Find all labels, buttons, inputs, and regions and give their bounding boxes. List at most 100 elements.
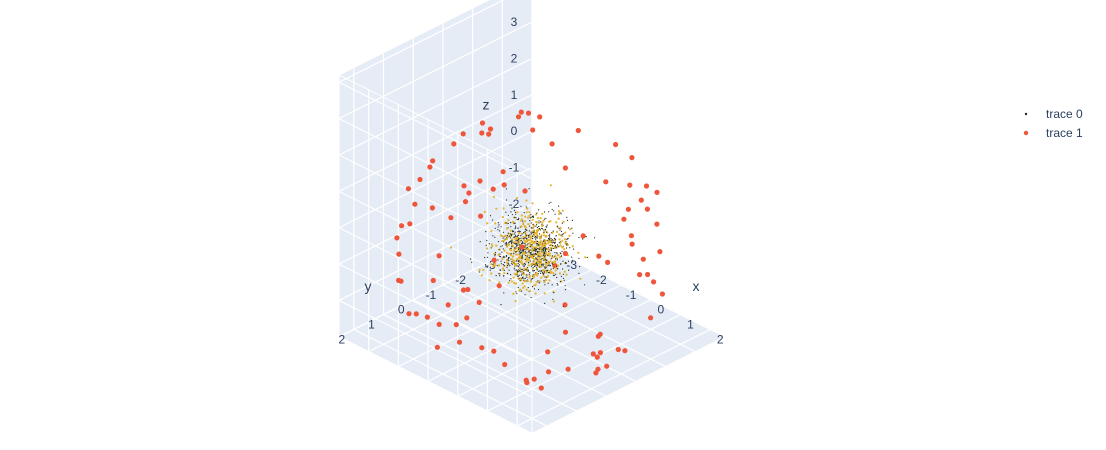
trace-0-point [533, 234, 536, 237]
trace-0-point [524, 228, 527, 230]
trace-0-point [549, 237, 551, 239]
trace-0-point [510, 242, 513, 245]
trace-0-point [556, 230, 559, 233]
trace-0-point [510, 222, 512, 224]
trace-0-point [526, 207, 529, 210]
trace-0-point [553, 238, 556, 240]
trace-0-point [548, 254, 551, 257]
trace-1-point [659, 291, 666, 297]
trace-0-point [533, 269, 536, 272]
legend-item-trace-1[interactable]: trace 1 [1023, 126, 1083, 140]
trace-0-point [519, 244, 521, 246]
trace-0-point [517, 265, 519, 267]
trace-0-point [560, 230, 563, 233]
trace-0-point [538, 233, 541, 235]
trace-0-point [527, 270, 529, 272]
trace-0-point [532, 227, 534, 229]
trace-0-point [559, 241, 562, 244]
trace-0-point [511, 255, 514, 258]
trace-0-point [503, 272, 506, 275]
trace-0-point [551, 244, 554, 247]
trace-0-point [547, 254, 549, 256]
x-tick-label: 0 [657, 303, 664, 317]
trace-0-point [486, 266, 488, 268]
trace-0-point [526, 237, 528, 239]
trace-0-point [497, 264, 501, 267]
trace-0-point [538, 248, 541, 250]
trace-0-point [508, 260, 510, 262]
trace-0-point [534, 283, 537, 286]
trace-0-point [544, 267, 546, 269]
trace-0-point [503, 236, 505, 238]
trace-0-point [497, 241, 500, 243]
trace-0-point [553, 246, 557, 249]
trace-0-point [559, 226, 562, 230]
trace-0-point [485, 244, 487, 246]
trace-0-point [533, 288, 536, 290]
trace-0-point [530, 233, 533, 235]
trace-0-point [502, 256, 504, 258]
trace-0-point [548, 252, 552, 255]
trace-0-point [539, 270, 541, 272]
trace-0-point [536, 269, 538, 271]
trace-0-point [495, 275, 497, 277]
trace-1-point [399, 223, 405, 229]
trace-0-point [523, 267, 526, 270]
trace-0-point [499, 269, 502, 271]
trace-0-point [521, 241, 524, 243]
trace-0-point [550, 239, 552, 241]
trace-0-point [543, 292, 546, 295]
trace-1-point [478, 213, 484, 219]
trace-1-point [519, 244, 525, 250]
trace-0-point [514, 300, 517, 303]
trace-0-point [521, 273, 523, 275]
z-tick-label: 3 [511, 15, 518, 29]
trace-0-point [546, 240, 548, 242]
trace-0-point [504, 261, 506, 264]
trace-0-point [552, 300, 556, 303]
trace-0-point [546, 224, 548, 226]
trace-0-point [544, 276, 546, 278]
trace-0-point [536, 243, 539, 245]
trace-0-point [566, 219, 569, 221]
trace-0-point [528, 274, 531, 277]
y-tick-label: 1 [368, 318, 375, 332]
trace-0-point [499, 230, 501, 232]
trace-0-point [535, 213, 538, 216]
trace-0-point [561, 235, 564, 238]
z-tick-label: 0 [511, 124, 518, 138]
trace-0-point [554, 213, 556, 215]
trace-1-point [448, 215, 454, 221]
trace-0-point [545, 271, 548, 274]
trace-0-point [518, 264, 521, 266]
trace-0-point [529, 246, 532, 248]
trace-0-point [513, 281, 516, 285]
trace-0-point [499, 253, 501, 255]
trace-0-point [517, 231, 519, 233]
trace-0-point [532, 274, 534, 276]
trace-0-point [538, 263, 541, 266]
trace-0-point [531, 227, 533, 229]
trace-0-point [532, 231, 534, 234]
trace-0-point [553, 274, 555, 276]
trace-0-point [545, 265, 548, 268]
trace-0-point [571, 259, 573, 261]
trace-0-point [532, 216, 535, 218]
trace-0-point [516, 245, 518, 247]
trace-0-point [539, 261, 541, 263]
trace-0-point [528, 276, 531, 279]
trace-0-point [501, 251, 503, 253]
trace-0-point [514, 222, 516, 224]
trace-0-point [541, 251, 544, 254]
trace-0-point [558, 238, 561, 241]
trace-0-point [516, 257, 519, 260]
trace-0-point [511, 244, 514, 247]
legend-item-trace-0[interactable]: trace 0 [1024, 107, 1083, 121]
trace-0-point [557, 284, 559, 286]
trace-0-point [571, 245, 574, 248]
trace-0-point [503, 292, 505, 294]
trace-0-point [541, 221, 544, 224]
